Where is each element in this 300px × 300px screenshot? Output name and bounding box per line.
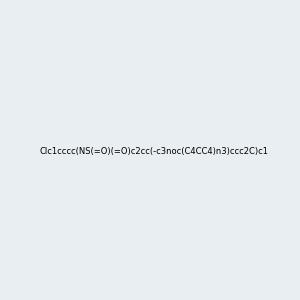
Text: Clc1cccc(NS(=O)(=O)c2cc(-c3noc(C4CC4)n3)ccc2C)c1: Clc1cccc(NS(=O)(=O)c2cc(-c3noc(C4CC4)n3)… bbox=[39, 147, 268, 156]
